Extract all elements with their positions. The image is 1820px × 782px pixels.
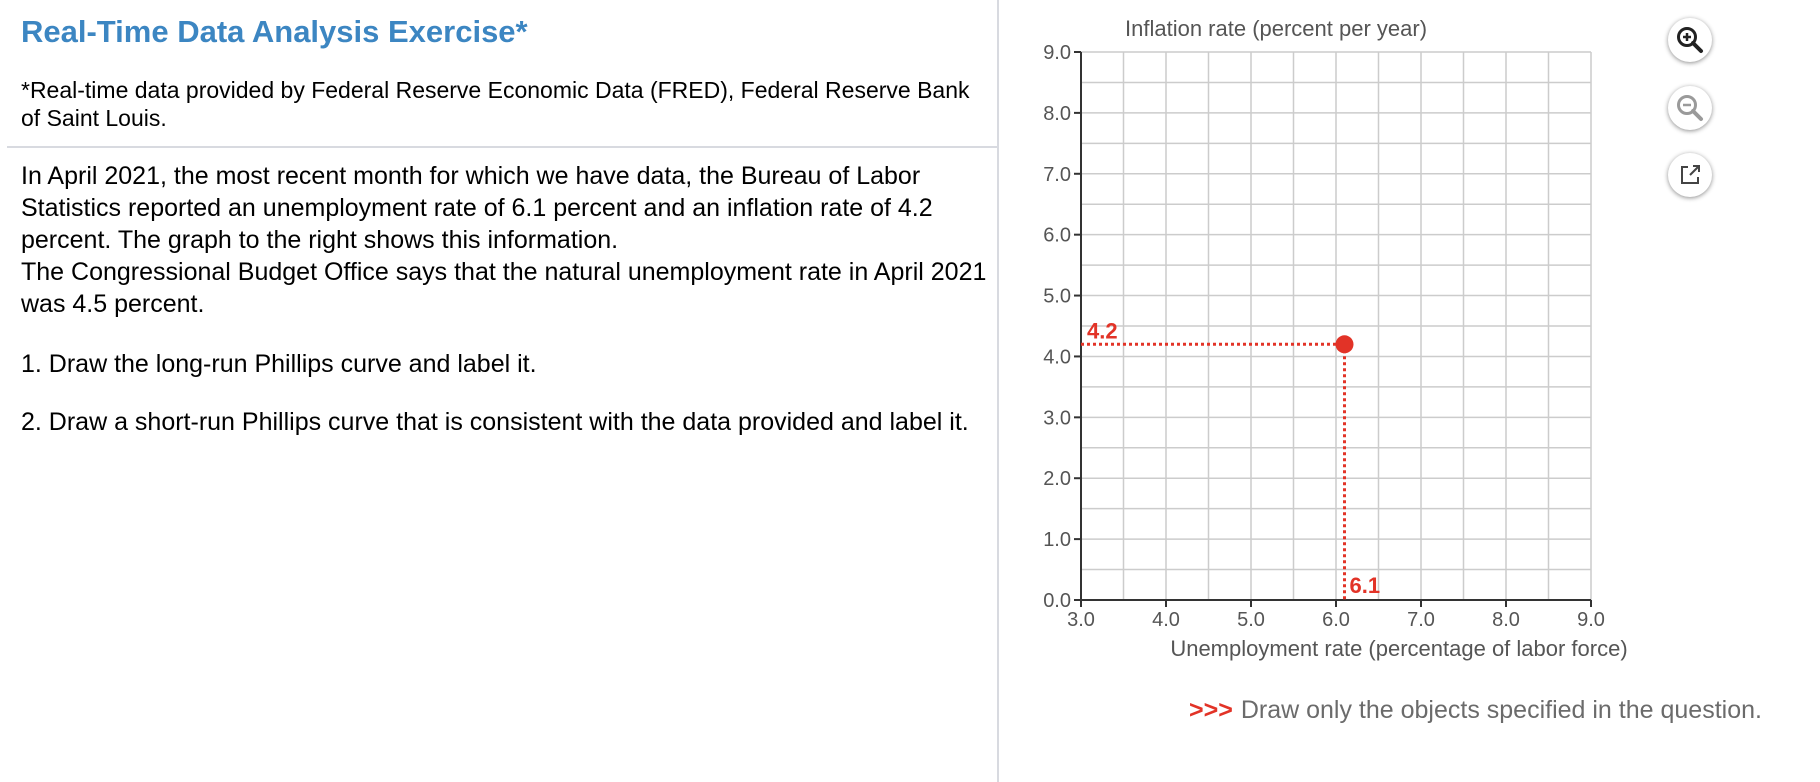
- x-axis-label: Unemployment rate (percentage of labor f…: [1170, 636, 1627, 661]
- zoom-out-button[interactable]: [1668, 86, 1712, 130]
- x-tick-label: 7.0: [1407, 609, 1435, 631]
- x-tick-label: 9.0: [1577, 609, 1605, 631]
- y-axis-label: Inflation rate (percent per year): [1125, 16, 1427, 41]
- y-tick-label: 8.0: [1043, 103, 1071, 125]
- y-tick-label: 4.0: [1043, 346, 1071, 368]
- x-tick-label: 5.0: [1237, 609, 1265, 631]
- prompt-paragraph-natural-rate: The Congressional Budget Office says tha…: [21, 258, 987, 318]
- exercise-title: Real-Time Data Analysis Exercise*: [21, 14, 528, 49]
- y-tick-label: 5.0: [1043, 286, 1071, 308]
- instruction-text: Draw only the objects specified in the q…: [1240, 696, 1762, 724]
- instruction-arrows: >>>: [1189, 696, 1233, 724]
- y-tick-labels: 0.0 1.0 2.0 3.0 4.0 5.0 6.0 7.0 8.0 9.0: [1043, 42, 1081, 612]
- y-tick-label: 9.0: [1043, 42, 1071, 64]
- y-tick-label: 1.0: [1043, 529, 1071, 551]
- prompt-paragraph-data: In April 2021, the most recent month for…: [21, 162, 933, 254]
- x-tick-label: 3.0: [1067, 609, 1095, 631]
- zoom-in-button[interactable]: [1668, 18, 1712, 62]
- y-tick-label: 3.0: [1043, 407, 1071, 429]
- popout-icon: [1681, 165, 1700, 184]
- popout-button[interactable]: [1668, 153, 1712, 197]
- grid: [1080, 51, 1592, 601]
- x-tick-label: 4.0: [1152, 609, 1180, 631]
- drawing-instruction: >>> Draw only the objects specified in th…: [1189, 696, 1762, 725]
- zoom-in-icon: [1677, 27, 1703, 53]
- question-panel: Real-Time Data Analysis Exercise* *Real-…: [7, 14, 997, 436]
- axes: Inflation rate (percent per year) Unempl…: [1080, 16, 1628, 661]
- zoom-out-icon: [1677, 95, 1703, 121]
- y-tick-label: 7.0: [1043, 164, 1071, 186]
- question-prompt: In April 2021, the most recent month for…: [21, 160, 991, 320]
- phillips-curve-graph[interactable]: Inflation rate (percent per year) Unempl…: [999, 0, 1699, 680]
- x-tick-labels: 3.0 4.0 5.0 6.0 7.0 8.0 9.0: [1067, 600, 1605, 631]
- y-tick-label: 6.0: [1043, 225, 1071, 247]
- question-2: 2. Draw a short-run Phillips curve that …: [21, 408, 969, 436]
- data-point-group[interactable]: 4.2 6.1: [1081, 318, 1380, 600]
- x-tick-label: 6.0: [1322, 609, 1350, 631]
- divider: [7, 146, 997, 148]
- y-tick-label: 2.0: [1043, 468, 1071, 490]
- point-x-label: 6.1: [1350, 573, 1381, 598]
- question-1: 1. Draw the long-run Phillips curve and …: [21, 350, 537, 378]
- graph-panel: Inflation rate (percent per year) Unempl…: [999, 0, 1820, 782]
- y-tick-label: 0.0: [1043, 590, 1071, 612]
- source-note: *Real-time data provided by Federal Rese…: [21, 77, 970, 131]
- point-y-label: 4.2: [1087, 318, 1118, 343]
- data-point[interactable]: [1335, 335, 1354, 354]
- panel-divider: [997, 0, 999, 782]
- x-tick-label: 8.0: [1492, 609, 1520, 631]
